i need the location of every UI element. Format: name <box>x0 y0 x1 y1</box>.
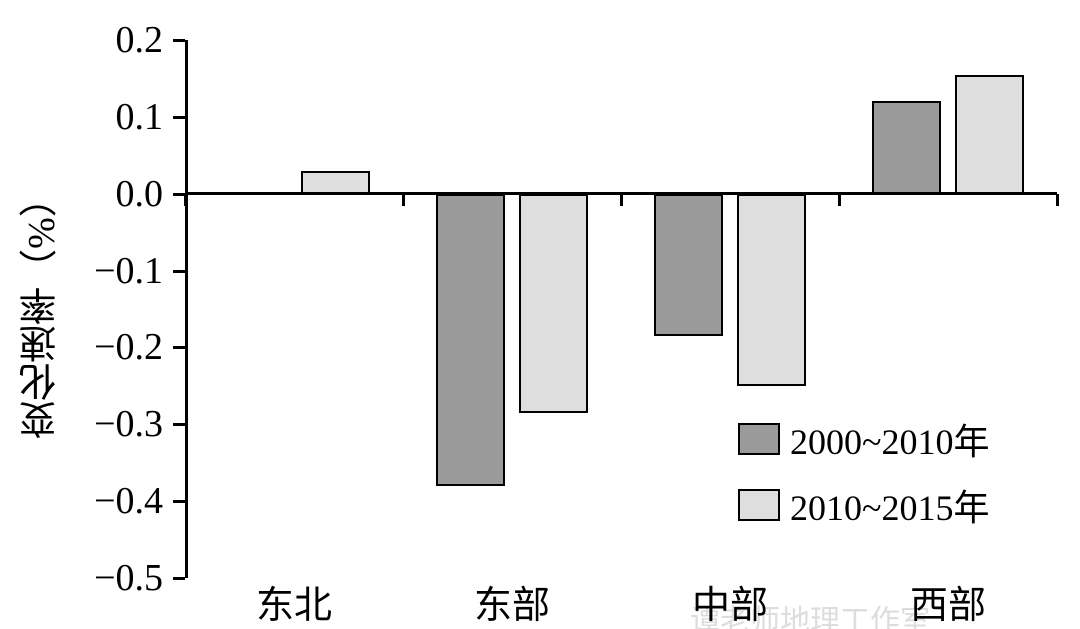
y-tick <box>173 577 185 580</box>
legend-item: 2000~2010年 <box>738 413 989 465</box>
y-tick-label: 0.1 <box>0 95 163 139</box>
y-tick-label: −0.3 <box>0 402 163 446</box>
bar <box>737 194 806 386</box>
x-tick <box>620 194 623 206</box>
y-tick-label: −0.5 <box>0 556 163 600</box>
y-tick-label: −0.4 <box>0 479 163 523</box>
bar <box>519 194 588 413</box>
bar <box>654 194 723 336</box>
y-tick <box>173 500 185 503</box>
bar <box>955 75 1024 194</box>
chart-root: 变化速率（%） 2000~2010年2010~2015年 谭老师地理工作室 −0… <box>0 0 1080 629</box>
x-tick <box>838 194 841 206</box>
y-tick-label: 0.2 <box>0 18 163 62</box>
x-category-label-line2: 地区 <box>474 620 550 629</box>
y-tick-label: −0.1 <box>0 249 163 293</box>
y-tick-label: −0.2 <box>0 325 163 369</box>
x-tick <box>184 194 187 206</box>
legend-swatch <box>738 423 780 455</box>
legend-label: 2000~2010年 <box>790 413 989 465</box>
x-category-label-line2: 地区 <box>910 620 986 629</box>
y-tick <box>173 39 185 42</box>
y-tick <box>173 346 185 349</box>
x-category-label-line2: 地区 <box>692 620 768 629</box>
legend-label: 2010~2015年 <box>790 479 989 531</box>
bar <box>436 194 505 486</box>
legend: 2000~2010年 2010~2015年 <box>738 413 989 545</box>
x-tick <box>402 194 405 206</box>
bar <box>301 171 370 194</box>
y-tick <box>173 270 185 273</box>
y-tick <box>173 116 185 119</box>
legend-item: 2010~2015年 <box>738 479 989 531</box>
y-axis-line <box>185 40 188 578</box>
legend-swatch <box>738 489 780 521</box>
x-category-label-line2: 地区 <box>256 620 332 629</box>
bar <box>872 101 941 193</box>
y-axis-title: 变化速率（%） <box>14 179 69 439</box>
y-tick-label: 0.0 <box>0 172 163 216</box>
x-tick <box>1056 194 1059 206</box>
y-tick <box>173 423 185 426</box>
